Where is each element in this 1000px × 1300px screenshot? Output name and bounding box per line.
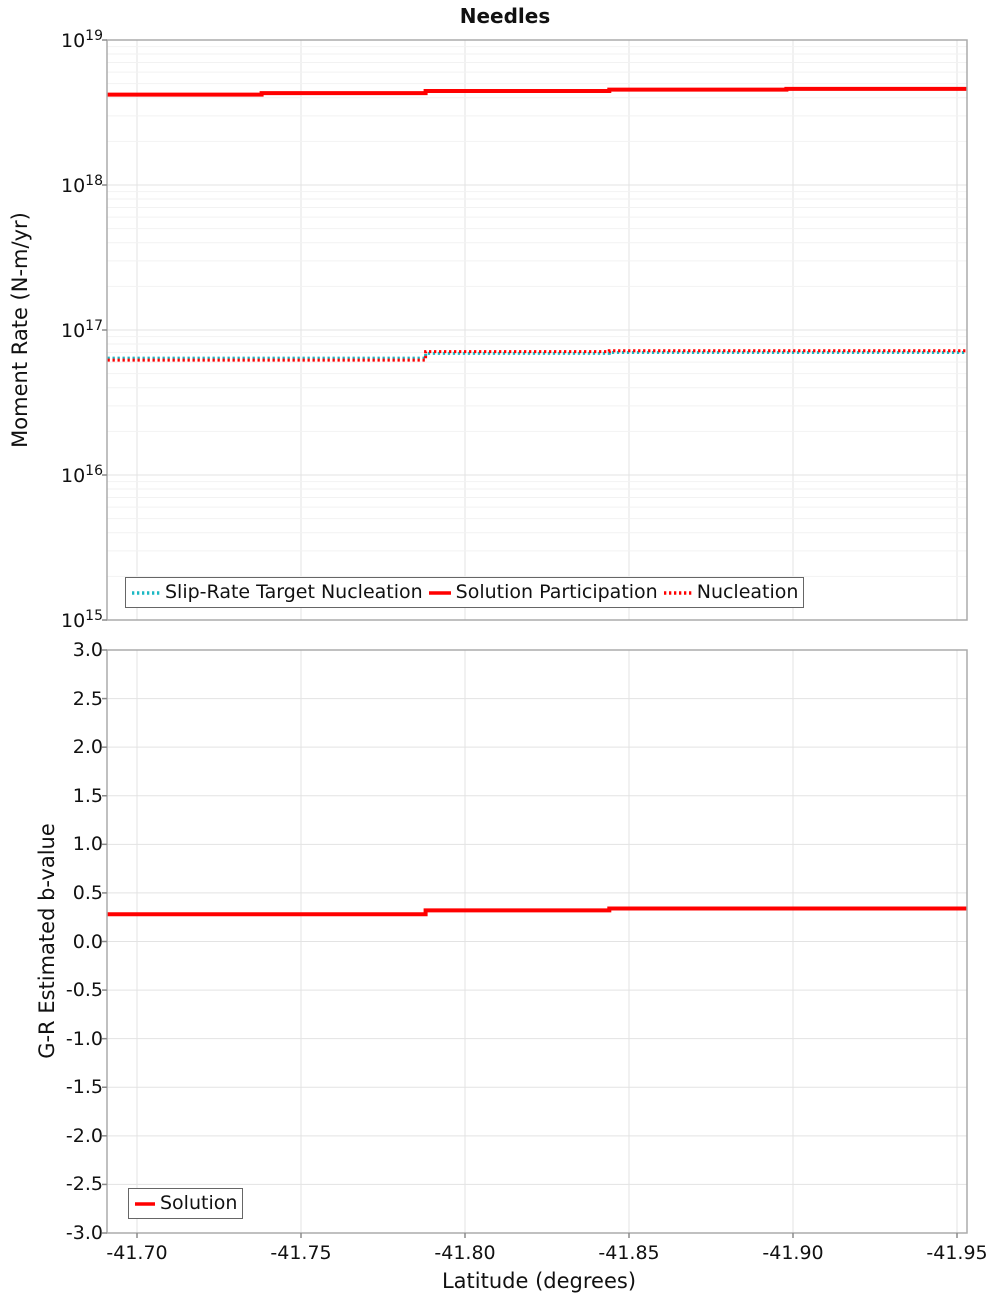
legend-label: Solution [160,1192,238,1214]
legend-item: Solution Participation [428,580,658,605]
x-tick-label: -41.90 [762,1242,824,1264]
legend-item: Nucleation [663,580,799,605]
y-tick-label: 1016 [60,462,103,488]
y-tick-label: 2.0 [72,736,103,759]
legend-label: Slip-Rate Target Nucleation [165,581,423,603]
legend-item: Solution [134,1191,237,1216]
x-tick-label: -41.75 [270,1242,332,1264]
legend-item: Slip-Rate Target Nucleation [131,580,423,605]
legend-line-sample [428,590,451,595]
y-tick-label: 0.5 [72,881,103,904]
y-tick-label: 1017 [60,317,103,343]
y-tick-label: -2.0 [65,1124,103,1147]
y-tick-label: 1015 [60,607,103,633]
y-tick-label: -2.5 [65,1173,103,1196]
y-tick-label: -3.0 [65,1222,103,1244]
legend-line-sample [132,590,160,595]
legend-label: Solution Participation [455,581,658,603]
y-tick-label: -1.0 [65,1027,103,1050]
y-tick-label: -0.5 [65,979,103,1002]
y-tick-label: 1.0 [72,833,103,856]
y-tick-label: 1019 [60,27,103,53]
legend-line-sample [135,1201,155,1206]
legend-line-sample [663,590,692,595]
bottom-legend: Solution [128,1188,244,1219]
y-tick-label: 1.5 [72,784,103,807]
series-slip-rate-target-nucleation [107,351,967,360]
y-tick-label: 0.0 [72,930,103,953]
x-tick-label: -41.95 [926,1242,988,1264]
x-tick-label: -41.85 [598,1242,660,1264]
x-tick-label: -41.70 [106,1242,168,1264]
y-tick-label: 1018 [60,172,103,198]
y-tick-label: -1.5 [65,1076,103,1099]
y-tick-label: 2.5 [72,687,103,710]
series-nucleation [107,349,967,362]
series-solution [107,906,967,917]
legend-label: Nucleation [696,581,799,603]
y-tick-label: 3.0 [72,639,103,661]
top-legend: Slip-Rate Target Nucleation Solution Part… [125,577,805,608]
x-tick-label: -41.80 [434,1242,496,1264]
x-axis-label: Latitude (degrees) [441,1269,637,1293]
series-solution-participation [107,86,967,97]
chart-title: Needles [459,4,551,28]
